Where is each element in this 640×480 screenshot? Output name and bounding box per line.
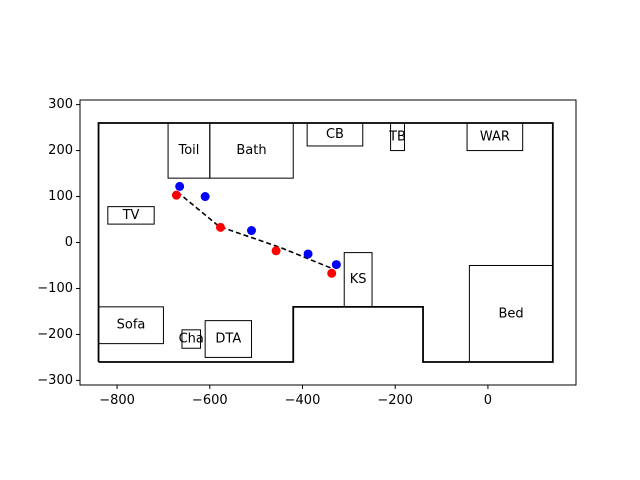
y-tick-label: −100	[37, 281, 73, 296]
x-axis: −800 −600 −400 −200 0	[99, 385, 492, 408]
furniture-tv-label: TV	[122, 208, 140, 223]
x-tick-label: −200	[377, 393, 413, 408]
furniture-dta-box	[204, 320, 253, 358]
furniture-toil-label: Toil	[177, 143, 199, 158]
blue-point	[200, 192, 210, 202]
furniture-tb-label: TB	[388, 129, 406, 144]
x-tick-label: −600	[192, 393, 228, 408]
furniture-cb-label: CB	[326, 127, 344, 142]
furniture-bath-label: Bath	[236, 143, 266, 158]
points-layer	[171, 181, 341, 278]
furniture-ks-label: KS	[350, 272, 367, 287]
y-axis: −300 −200 −100 0 100 200 300	[37, 97, 80, 388]
y-tick-label: 300	[48, 97, 73, 112]
blue-point	[175, 181, 185, 191]
y-tick-label: 0	[65, 235, 73, 250]
wall-outline	[97, 122, 554, 363]
furniture-dta-label: DTA	[215, 332, 241, 347]
furniture-bed-label: Bed	[499, 306, 524, 321]
y-tick-label: 200	[48, 143, 73, 158]
furniture-war-label: WAR	[480, 129, 510, 144]
y-tick-label: 100	[48, 189, 73, 204]
y-tick-label: −300	[37, 373, 73, 388]
red-point	[215, 222, 225, 232]
furniture-cha-label: Cha	[179, 332, 204, 347]
x-tick-label: −800	[99, 393, 135, 408]
blue-point	[303, 249, 313, 259]
x-tick-label: −400	[285, 393, 321, 408]
furniture-tv-box	[107, 206, 155, 225]
blue-point	[331, 260, 341, 270]
red-point	[171, 190, 181, 200]
furniture-layer: Toil Bath CB TB WAR TV KS Sofa Cha DTA Bed	[98, 122, 554, 363]
furniture-cha-box	[181, 329, 202, 349]
red-point	[327, 268, 337, 278]
furniture-sofa-label: Sofa	[117, 318, 146, 333]
red-point	[271, 246, 281, 256]
walls-layer	[97, 122, 554, 363]
x-tick-label: 0	[484, 393, 492, 408]
y-tick-label: −200	[37, 327, 73, 342]
blue-point	[247, 226, 257, 236]
